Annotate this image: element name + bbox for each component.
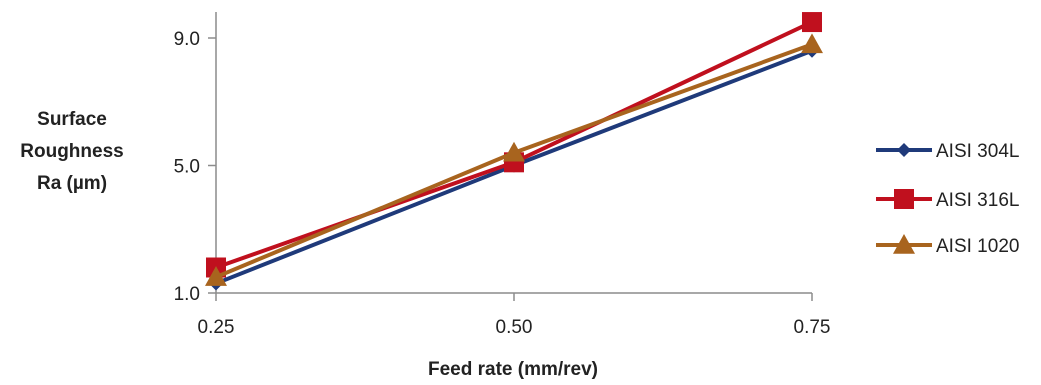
y-tick-label: 9.0 <box>174 29 200 50</box>
legend-marker <box>893 234 915 254</box>
legend: AISI 304L AISI 316L AISI 1020 <box>876 141 1019 257</box>
y-axis-title-line-2: Roughness <box>20 141 123 162</box>
legend-label: AISI 316L <box>936 190 1019 211</box>
x-tick-label: 0.50 <box>496 317 533 338</box>
legend-marker <box>894 189 914 209</box>
legend-label: AISI 304L <box>936 141 1019 162</box>
data-point-marker <box>801 33 823 54</box>
legend-item: AISI 316L <box>876 189 1019 211</box>
data-point-marker <box>503 141 525 162</box>
x-axis-title: Feed rate (mm/rev) <box>428 359 598 380</box>
y-axis-title: Surface Roughness Ra (µm) <box>20 109 123 194</box>
y-tick-label: 1.0 <box>174 284 200 305</box>
series-group <box>205 12 823 291</box>
data-point-marker <box>802 12 822 33</box>
x-tick-label: 0.75 <box>794 317 831 338</box>
legend-item: AISI 1020 <box>876 234 1019 257</box>
legend-label: AISI 1020 <box>936 236 1019 257</box>
y-axis-title-line-1: Surface <box>37 109 107 130</box>
y-axis-title-line-3: Ra (µm) <box>37 173 107 194</box>
x-tick-label: 0.25 <box>198 317 235 338</box>
legend-marker <box>897 143 911 157</box>
series-aisi-1020 <box>205 33 823 286</box>
legend-item: AISI 304L <box>876 141 1019 162</box>
ticks: 1.0 5.0 9.0 0.25 0.50 0.75 <box>174 29 831 338</box>
y-tick-label: 5.0 <box>174 157 200 178</box>
data-point-marker <box>205 266 227 286</box>
